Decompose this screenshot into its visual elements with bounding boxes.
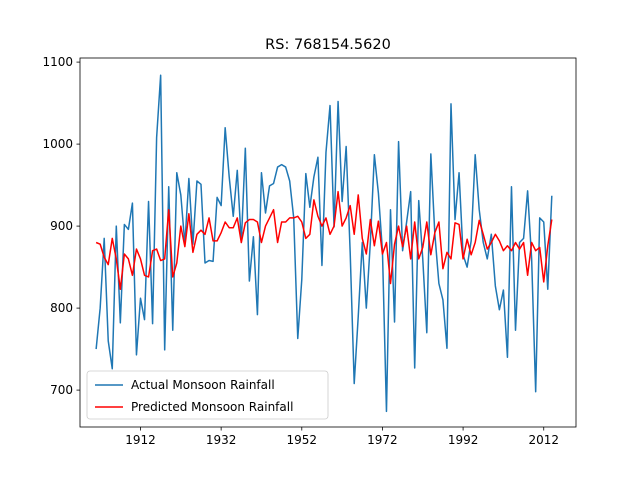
series-line-predicted: [95, 190, 553, 290]
x-tick-label: 2012: [528, 433, 559, 447]
axes-layer: 1912 1932 1952 1972 1992 2012 700 800 900 1000 110…: [42, 55, 577, 447]
series-layer: [95, 74, 553, 413]
y-tick-label: 800: [50, 301, 73, 315]
legend: Actual Monsoon Rainfall Predicted Monsoon…: [86, 370, 329, 420]
legend-label-predicted: Predicted Monsoon Rainfall: [131, 400, 293, 414]
legend-box: [86, 370, 329, 420]
y-tick-label: 700: [50, 383, 73, 397]
y-tick-label: 900: [50, 219, 73, 233]
x-tick-label: 1952: [287, 433, 318, 447]
x-tick-label: 1932: [206, 433, 237, 447]
axes-frame: [79, 57, 577, 428]
x-tick-label: 1912: [125, 433, 156, 447]
chart-title: RS: 768154.5620: [265, 37, 391, 53]
legend-label-actual: Actual Monsoon Rainfall: [131, 378, 275, 392]
x-tick-label: 1972: [367, 433, 398, 447]
x-tick-label: 1992: [448, 433, 479, 447]
y-tick-label: 1000: [42, 137, 73, 151]
y-tick-label: 1100: [42, 55, 73, 69]
series-line-actual: [95, 74, 553, 413]
